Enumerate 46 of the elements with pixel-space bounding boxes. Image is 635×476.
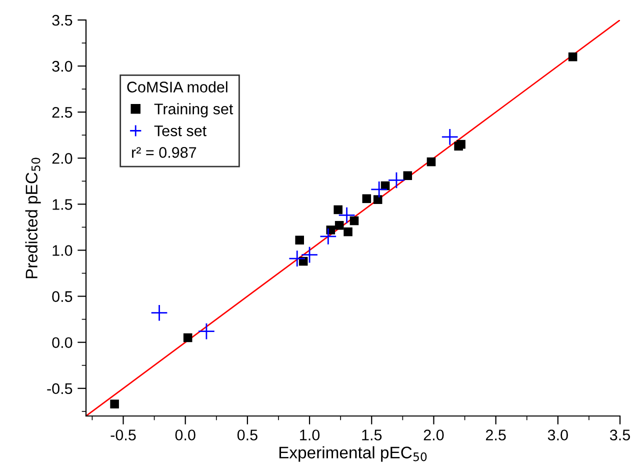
x-axis-title: Experimental pEC$_{50}$ — [279, 446, 427, 462]
point — [426, 157, 436, 166]
x-tick-label: 0.5 — [237, 430, 258, 440]
y-axis-title: Predicted pEC$_{50}$ — [25, 158, 41, 278]
point — [110, 400, 119, 408]
legend-label: Test set — [154, 126, 206, 136]
y-tick-label: -0.5 — [47, 383, 72, 394]
point — [338, 206, 356, 224]
point — [388, 172, 406, 189]
x-tick-label: 1.0 — [300, 430, 320, 440]
y-tick-label: 1.0 — [52, 245, 72, 256]
legend-title: CoMSIA model — [127, 81, 228, 92]
point — [150, 304, 168, 322]
point — [350, 216, 359, 226]
point — [295, 236, 304, 244]
point — [344, 227, 352, 236]
y-tick-label: 1.5 — [52, 199, 72, 210]
y-tick-label: 0.5 — [52, 291, 72, 302]
point — [334, 220, 344, 230]
x-tick-label: 0.0 — [175, 430, 196, 440]
point — [403, 171, 412, 180]
point — [362, 194, 372, 204]
annotation: r² = 0.987 — [132, 147, 196, 158]
point — [288, 250, 306, 268]
x-tick-label: 3.5 — [610, 430, 630, 440]
point — [198, 322, 216, 340]
point — [454, 142, 463, 151]
point — [320, 228, 337, 246]
point — [441, 128, 458, 146]
x-tick-label: 1.5 — [362, 430, 382, 440]
point — [373, 195, 382, 204]
y-tick-label: 3.0 — [52, 60, 72, 72]
point — [370, 180, 388, 198]
y-tick-label: 3.5 — [52, 14, 72, 26]
point — [334, 205, 342, 214]
y-tick-label: 0.0 — [52, 337, 72, 348]
x-tick-label: 2.0 — [424, 430, 444, 440]
y-tick-label: 2.5 — [52, 106, 72, 118]
x-tick-label: 3.0 — [548, 430, 568, 440]
point — [183, 333, 192, 342]
y-tick-label: 2.0 — [52, 153, 72, 164]
x-tick-label: -0.5 — [110, 430, 136, 440]
point — [568, 52, 578, 62]
legend-label: Training set — [154, 103, 234, 118]
point — [300, 246, 318, 264]
x-tick-label: 2.5 — [486, 430, 506, 440]
